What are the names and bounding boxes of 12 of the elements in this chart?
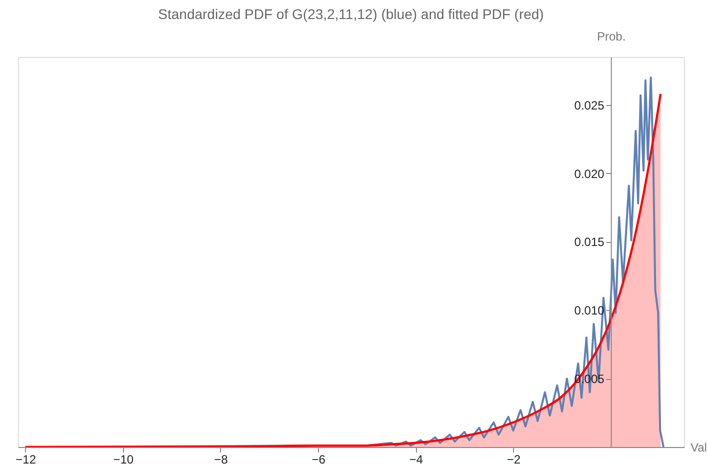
x-tick-label: −2 [506,452,521,464]
y-tick-label: 0.020 [574,166,605,181]
x-axis-title: Val [690,440,707,454]
chart-title: Standardized PDF of G(23,2,11,12) (blue) and fitted PDF (red) [158,6,544,22]
x-tick-label: −8 [214,452,228,464]
y-tick-label: 0.015 [574,235,605,250]
y-tick-label: 0.025 [574,98,605,112]
x-tick-label: −12 [16,452,36,464]
x-tick-label: −10 [113,452,134,464]
y-axis-title: Prob. [596,30,626,44]
x-tick-label: −4 [409,452,424,464]
x-tick-label: −6 [312,452,326,464]
